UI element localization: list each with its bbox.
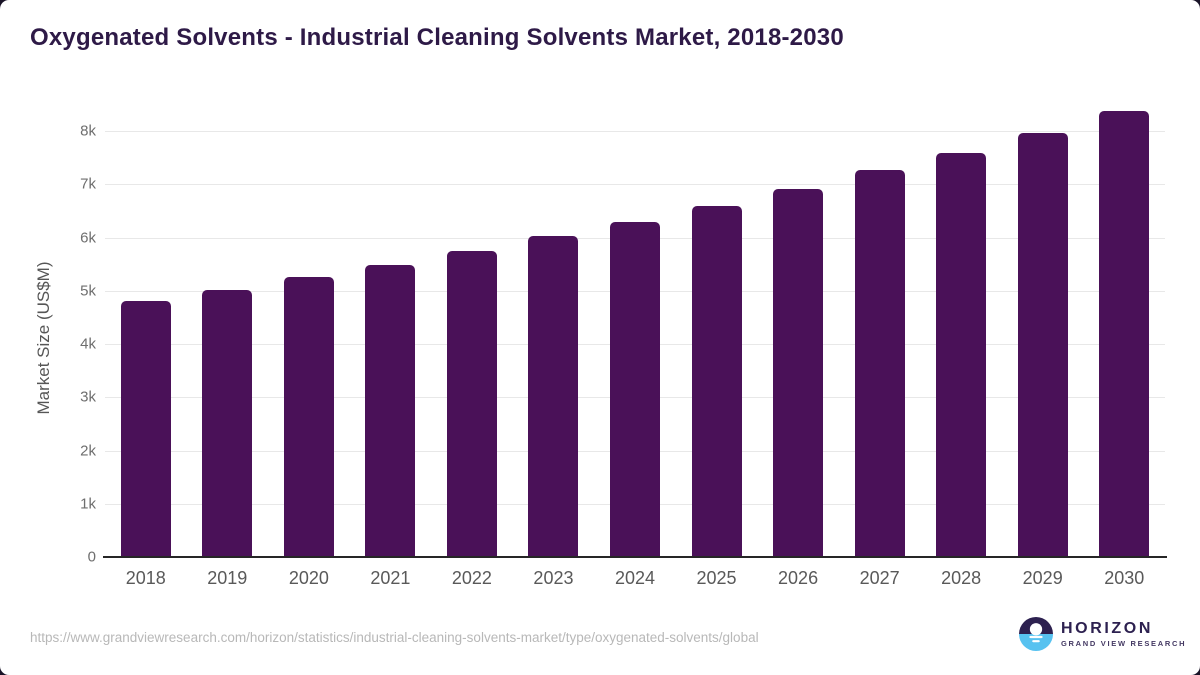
- x-tick-label-2026: 2026: [778, 568, 819, 588]
- x-tick-label-2022: 2022: [451, 568, 492, 588]
- y-tick-label-6k: 6k: [80, 229, 96, 246]
- bar-2026[interactable]: [773, 188, 824, 557]
- horizon-sun-icon: [1019, 617, 1053, 651]
- gridline-7k: [105, 184, 1165, 186]
- y-tick-label-4k: 4k: [80, 335, 96, 353]
- logo-sub-brand: GRAND VIEW RESEARCH: [1061, 639, 1187, 649]
- bar-2027[interactable]: [854, 170, 905, 557]
- x-tick-label-2029: 2029: [1022, 568, 1063, 588]
- bar-2021[interactable]: [365, 265, 416, 557]
- bar-2022[interactable]: [446, 250, 497, 557]
- x-tick-label-2021: 2021: [370, 568, 411, 588]
- y-tick-label-8k: 8k: [80, 122, 96, 140]
- y-tick-label-7k: 7k: [80, 175, 96, 193]
- gridline-8k: [105, 131, 1165, 132]
- bar-2019[interactable]: [202, 290, 253, 557]
- bar-2025[interactable]: [691, 206, 742, 557]
- y-tick-label-2k: 2k: [80, 442, 96, 459]
- x-tick-label-2020: 2020: [288, 568, 329, 588]
- bar-2023[interactable]: [528, 235, 579, 557]
- source-url: https://www.grandviewresearch.com/horizo…: [30, 630, 759, 645]
- x-tick-label-2025: 2025: [696, 568, 737, 588]
- x-axis-line: [103, 556, 1167, 558]
- x-tick-label-2024: 2024: [614, 568, 656, 588]
- bar-2030[interactable]: [1099, 111, 1150, 557]
- y-axis-title: Market Size (US$M): [34, 261, 53, 415]
- page-title: Oxygenated Solvents - Industrial Cleanin…: [30, 24, 844, 51]
- x-tick-label-2027: 2027: [859, 568, 900, 588]
- bar-2018[interactable]: [120, 301, 171, 557]
- y-tick-label-3k: 3k: [80, 388, 96, 406]
- horizon-logo: HORIZON GRAND VIEW RESEARCH: [1019, 617, 1186, 651]
- y-tick-label-1k: 1k: [80, 495, 96, 513]
- y-tick-label-0: 0: [87, 548, 96, 566]
- bar-2020[interactable]: [283, 277, 334, 557]
- logo-text: HORIZON GRAND VIEW RESEARCH: [1061, 620, 1186, 649]
- x-tick-label-2018: 2018: [125, 568, 166, 588]
- x-tick-label-2028: 2028: [941, 568, 982, 588]
- logo-brand-name: HORIZON: [1061, 619, 1153, 637]
- x-tick-label-2030: 2030: [1104, 568, 1145, 588]
- bar-2028[interactable]: [936, 152, 987, 557]
- bar-2024[interactable]: [610, 222, 660, 557]
- bar-2029[interactable]: [1017, 132, 1068, 557]
- x-tick-label-2023: 2023: [533, 568, 574, 588]
- x-tick-label-2019: 2019: [207, 568, 248, 588]
- y-tick-label-5k: 5k: [80, 282, 96, 300]
